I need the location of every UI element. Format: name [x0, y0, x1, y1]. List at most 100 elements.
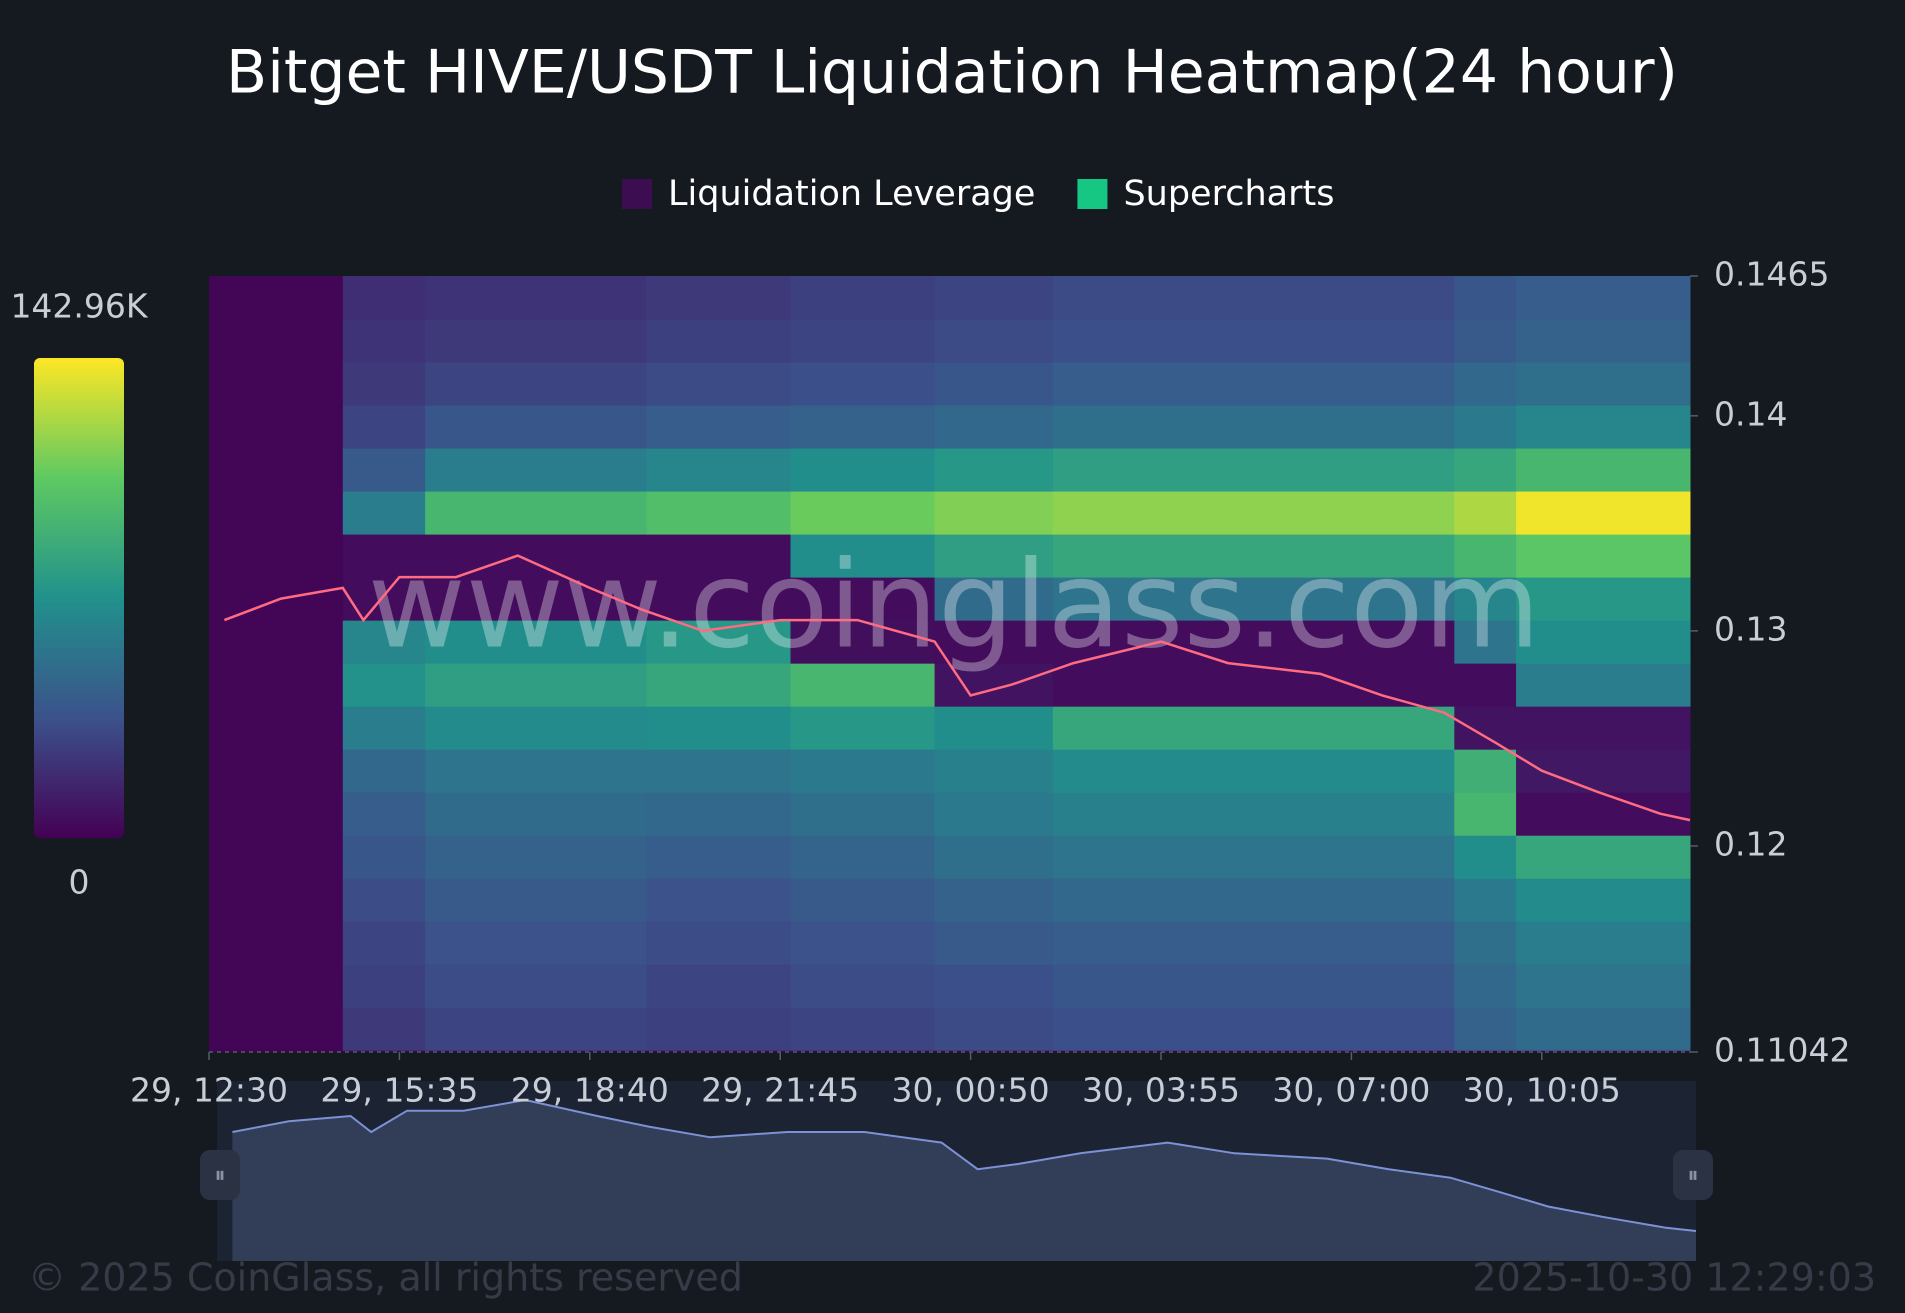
- heat-cell: [1516, 491, 1691, 535]
- heat-cell: [1454, 749, 1517, 793]
- heat-cell: [790, 706, 936, 750]
- heat-cell: [342, 620, 426, 664]
- heat-cell: [1516, 1007, 1691, 1051]
- heat-cell: [342, 835, 426, 879]
- heat-cell: [790, 448, 936, 492]
- heat-cell: [790, 749, 936, 793]
- heat-cell: [1052, 405, 1455, 449]
- heat-cell: [1516, 534, 1691, 578]
- heat-cell: [934, 749, 1054, 793]
- heat-cell: [934, 405, 1054, 449]
- heat-cell: [790, 276, 936, 320]
- heat-cell: [1454, 835, 1517, 879]
- heat-cell: [425, 577, 647, 621]
- heat-cell: [425, 792, 647, 836]
- heat-cell: [934, 319, 1054, 363]
- heat-cell: [934, 921, 1054, 965]
- handle-icon: ⏸: [214, 1163, 225, 1188]
- heat-cell: [1454, 878, 1517, 922]
- heat-cell: [209, 319, 344, 363]
- heat-cell: [1454, 534, 1517, 578]
- heat-cell: [1516, 620, 1691, 664]
- heat-cell: [1052, 276, 1455, 320]
- heat-cell: [934, 577, 1054, 621]
- price-line: [223, 554, 1691, 822]
- heat-cell: [209, 749, 344, 793]
- y-tick-label: 0.1465: [1714, 255, 1829, 294]
- heat-cell: [646, 1007, 791, 1051]
- heat-cell: [209, 663, 344, 707]
- heat-cell: [1516, 878, 1691, 922]
- heat-cell: [1516, 921, 1691, 965]
- navigator-handle-right[interactable]: [1673, 1150, 1713, 1200]
- heat-cell: [1052, 534, 1455, 578]
- heat-cell: [209, 921, 344, 965]
- heat-cell: [1454, 964, 1517, 1008]
- heat-cell: [1516, 362, 1691, 406]
- heat-cell: [1454, 663, 1517, 707]
- heat-cell: [790, 319, 936, 363]
- x-tick-label: 29, 21:45: [701, 1071, 859, 1110]
- heat-cell: [209, 835, 344, 879]
- heat-cell: [1052, 706, 1455, 750]
- heat-cell: [425, 964, 647, 1008]
- heat-cell: [425, 835, 647, 879]
- heat-cell: [209, 577, 344, 621]
- x-tick-label: 30, 10:05: [1463, 1071, 1621, 1110]
- heat-cell: [934, 878, 1054, 922]
- heat-cell: [425, 749, 647, 793]
- heat-cell: [646, 835, 791, 879]
- heat-cell: [1516, 577, 1691, 621]
- heat-cell: [1454, 276, 1517, 320]
- heat-cell: [790, 1007, 936, 1051]
- heat-cell: [209, 706, 344, 750]
- heat-cell: [342, 921, 426, 965]
- heat-cell: [425, 706, 647, 750]
- watermark: www.coinglass.com: [368, 537, 1541, 676]
- heat-cell: [646, 534, 791, 578]
- heat-cell: [209, 620, 344, 664]
- heat-cell: [790, 921, 936, 965]
- handle-icon: ⏸: [1687, 1163, 1698, 1188]
- heat-cell: [934, 448, 1054, 492]
- heat-cell: [1052, 749, 1455, 793]
- timestamp: 2025-10-30 12:29:03: [1472, 1256, 1876, 1300]
- heat-cell: [425, 405, 647, 449]
- heat-cell: [1052, 491, 1455, 535]
- heat-cell: [790, 663, 936, 707]
- navigator-handle-left[interactable]: [200, 1150, 240, 1200]
- heat-cell: [342, 362, 426, 406]
- color-bar-label: 0: [69, 863, 90, 902]
- heat-cell: [646, 405, 791, 449]
- heat-cell: [934, 276, 1054, 320]
- heat-cell: [342, 792, 426, 836]
- heat-cell: [209, 405, 344, 449]
- heat-cell: [1454, 448, 1517, 492]
- heat-cell: [646, 964, 791, 1008]
- navigator-line: [232, 1098, 1697, 1232]
- heat-cell: [209, 276, 344, 320]
- heat-cell: [790, 405, 936, 449]
- heat-cell: [342, 1007, 426, 1051]
- y-tick-label: 0.12: [1714, 824, 1787, 863]
- heat-cell: [209, 362, 344, 406]
- heat-cell: [425, 362, 647, 406]
- legend-label: Supercharts: [1123, 174, 1334, 214]
- heat-cell: [425, 534, 647, 578]
- color-bar: [34, 358, 124, 838]
- heat-cell: [342, 534, 426, 578]
- heat-cell: [646, 276, 791, 320]
- heat-cell: [934, 362, 1054, 406]
- legend-swatch: [622, 179, 652, 209]
- heat-cell: [342, 663, 426, 707]
- navigator-area: [232, 1100, 1696, 1261]
- overlay: www.coinglass.com: [223, 537, 1691, 822]
- heat-cell: [934, 964, 1054, 1008]
- copyright: © 2025 CoinGlass, all rights reserved: [28, 1256, 743, 1300]
- heat-cell: [425, 319, 647, 363]
- heat-cell: [790, 534, 936, 578]
- y-tick-label: 0.14: [1714, 394, 1787, 433]
- heat-cell: [1516, 706, 1691, 750]
- heat-cell: [1052, 921, 1455, 965]
